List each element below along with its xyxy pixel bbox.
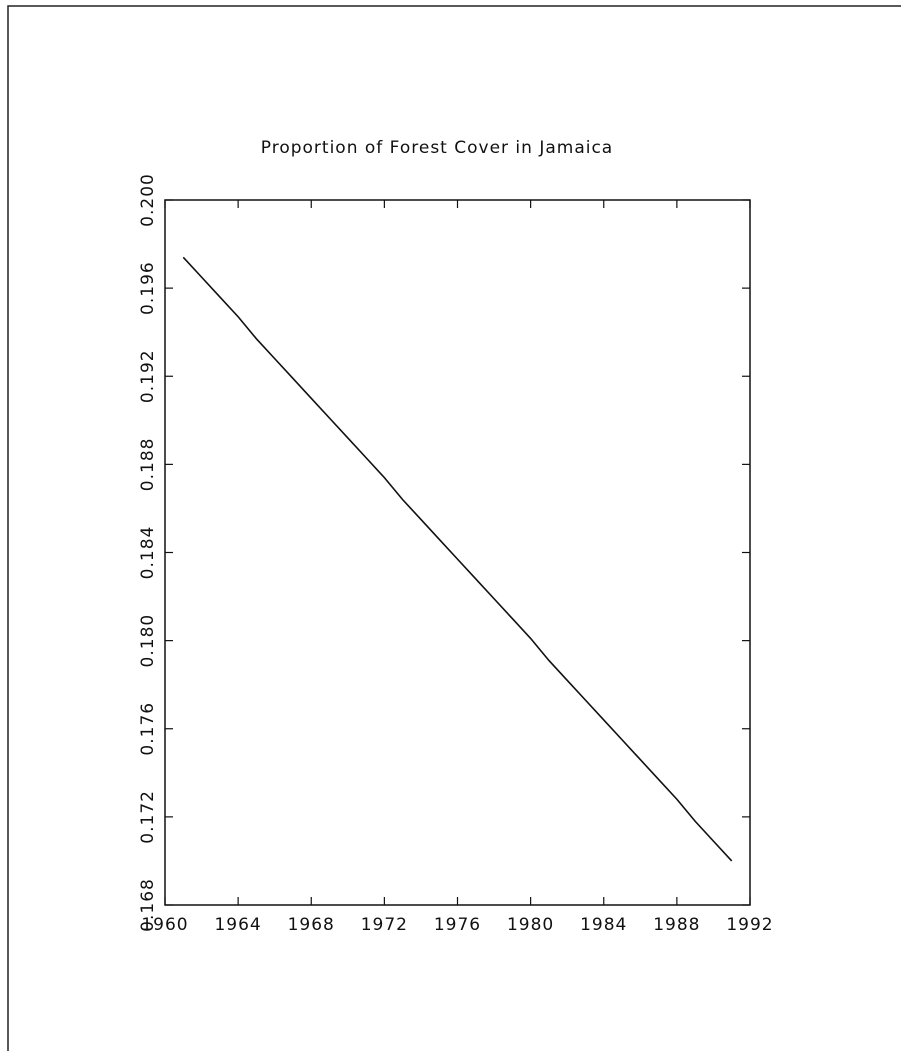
x-tick-label: 1988	[653, 915, 700, 935]
y-tick-label: 0.200	[138, 173, 158, 227]
x-tick-label: 1964	[214, 915, 261, 935]
x-tick-label: 1960	[141, 915, 188, 935]
y-tick-label: 0.188	[138, 438, 158, 492]
y-tick-label: 0.196	[138, 261, 158, 315]
data-line	[182, 256, 733, 862]
x-tick-label: 1984	[580, 915, 627, 935]
y-tick-label: 0.176	[138, 702, 158, 756]
x-tick-label: 1980	[507, 915, 554, 935]
page-frame	[7, 5, 901, 1051]
y-tick-label: 0.180	[138, 614, 158, 668]
x-tick-label: 1976	[434, 915, 481, 935]
x-tick-label: 1992	[726, 915, 773, 935]
x-tick-label: 1972	[361, 915, 408, 935]
chart-title: Proportion of Forest Cover in Jamaica	[261, 138, 613, 158]
y-tick-label: 0.168	[138, 878, 158, 932]
x-tick-label: 1968	[288, 915, 335, 935]
y-tick-label: 0.184	[138, 526, 158, 580]
y-tick-label: 0.192	[138, 349, 158, 403]
y-tick-label: 0.172	[138, 790, 158, 844]
plot-frame	[164, 199, 751, 906]
